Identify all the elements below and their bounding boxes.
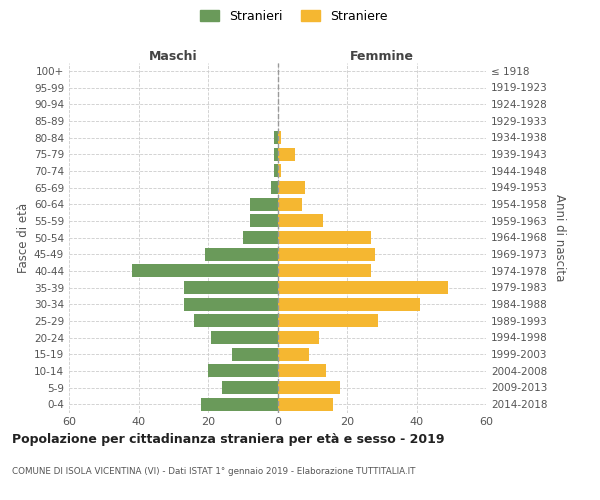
- Text: Popolazione per cittadinanza straniera per età e sesso - 2019: Popolazione per cittadinanza straniera p…: [12, 432, 445, 446]
- Legend: Stranieri, Straniere: Stranieri, Straniere: [197, 6, 391, 26]
- Bar: [274, 164, 277, 177]
- Bar: [194, 314, 277, 328]
- Bar: [211, 331, 277, 344]
- Bar: [250, 214, 277, 228]
- Text: Maschi: Maschi: [149, 50, 197, 62]
- Bar: [232, 348, 277, 360]
- Bar: [201, 398, 277, 410]
- Bar: [208, 364, 277, 378]
- Bar: [277, 398, 333, 410]
- Text: Femmine: Femmine: [350, 50, 414, 62]
- Bar: [250, 198, 277, 210]
- Y-axis label: Fasce di età: Fasce di età: [17, 202, 30, 272]
- Bar: [277, 314, 378, 328]
- Bar: [277, 214, 323, 228]
- Bar: [243, 231, 277, 244]
- Bar: [277, 198, 302, 210]
- Text: COMUNE DI ISOLA VICENTINA (VI) - Dati ISTAT 1° gennaio 2019 - Elaborazione TUTTI: COMUNE DI ISOLA VICENTINA (VI) - Dati IS…: [12, 468, 415, 476]
- Bar: [205, 248, 277, 260]
- Bar: [271, 181, 277, 194]
- Bar: [274, 131, 277, 144]
- Bar: [222, 381, 277, 394]
- Bar: [184, 281, 277, 294]
- Bar: [277, 248, 375, 260]
- Bar: [277, 164, 281, 177]
- Bar: [277, 231, 371, 244]
- Bar: [277, 364, 326, 378]
- Bar: [277, 348, 309, 360]
- Bar: [277, 281, 448, 294]
- Y-axis label: Anni di nascita: Anni di nascita: [553, 194, 566, 281]
- Bar: [277, 381, 340, 394]
- Bar: [131, 264, 277, 278]
- Bar: [277, 264, 371, 278]
- Bar: [277, 148, 295, 160]
- Bar: [184, 298, 277, 310]
- Bar: [277, 331, 319, 344]
- Bar: [277, 181, 305, 194]
- Bar: [277, 131, 281, 144]
- Bar: [277, 298, 420, 310]
- Bar: [274, 148, 277, 160]
